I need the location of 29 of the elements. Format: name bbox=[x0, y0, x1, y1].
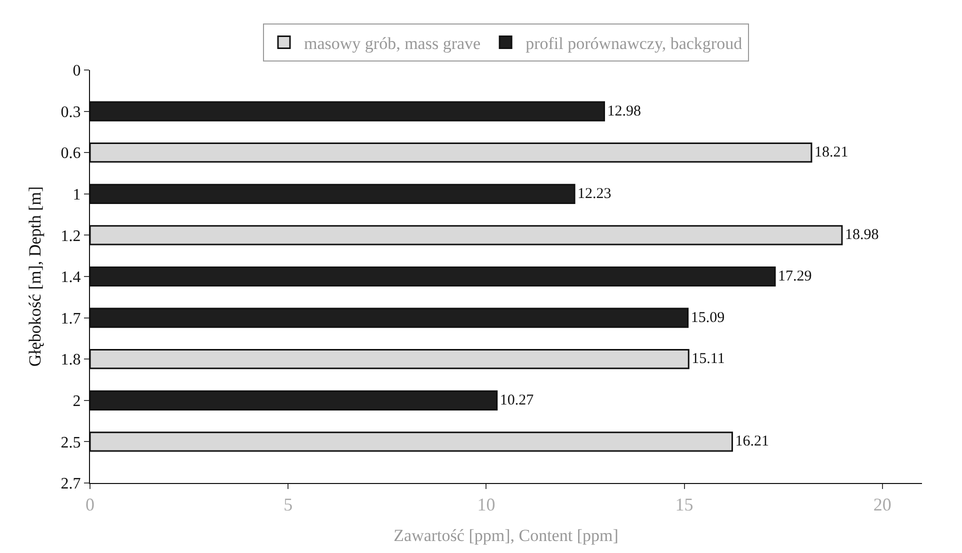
data-label: 15.09 bbox=[690, 310, 725, 326]
y-tick-label: 2 bbox=[72, 393, 81, 410]
data-label: 12.98 bbox=[607, 103, 642, 120]
y-tick-label: 0 bbox=[72, 62, 81, 80]
x-tick-label: 5 bbox=[284, 494, 293, 515]
x-tick-label: 15 bbox=[675, 494, 694, 515]
data-label: 15.11 bbox=[692, 351, 725, 368]
data-label: 10.27 bbox=[500, 392, 534, 408]
y-tick-label: 0.3 bbox=[60, 104, 81, 121]
legend-label: profil porównawczy, backgroud bbox=[526, 34, 743, 53]
y-axis-title: Głębokość [m], Depth [m] bbox=[25, 186, 44, 367]
y-tick-label: 2.7 bbox=[60, 476, 81, 493]
x-tick-label: 20 bbox=[873, 494, 892, 515]
legend-label: masowy grób, mass grave bbox=[304, 34, 481, 53]
x-tick-label: 10 bbox=[477, 494, 496, 515]
y-tick-label: 2.5 bbox=[60, 434, 81, 452]
x-axis-title: Zawartość [ppm], Content [ppm] bbox=[394, 526, 618, 545]
y-tick-label: 0.6 bbox=[60, 145, 81, 162]
data-label: 17.29 bbox=[778, 268, 812, 284]
y-tick-label: 1.4 bbox=[60, 269, 81, 286]
data-label: 16.21 bbox=[735, 434, 769, 450]
y-tick-label: 1.8 bbox=[60, 352, 81, 369]
data-label: 12.23 bbox=[578, 186, 612, 202]
y-tick-label: 1.2 bbox=[60, 228, 81, 245]
x-tick-label: 0 bbox=[86, 494, 94, 515]
data-label: 18.98 bbox=[844, 227, 879, 244]
y-tick-label: 1.7 bbox=[60, 310, 81, 328]
y-tick-label: 1 bbox=[72, 186, 81, 204]
data-label: 18.21 bbox=[814, 144, 848, 161]
